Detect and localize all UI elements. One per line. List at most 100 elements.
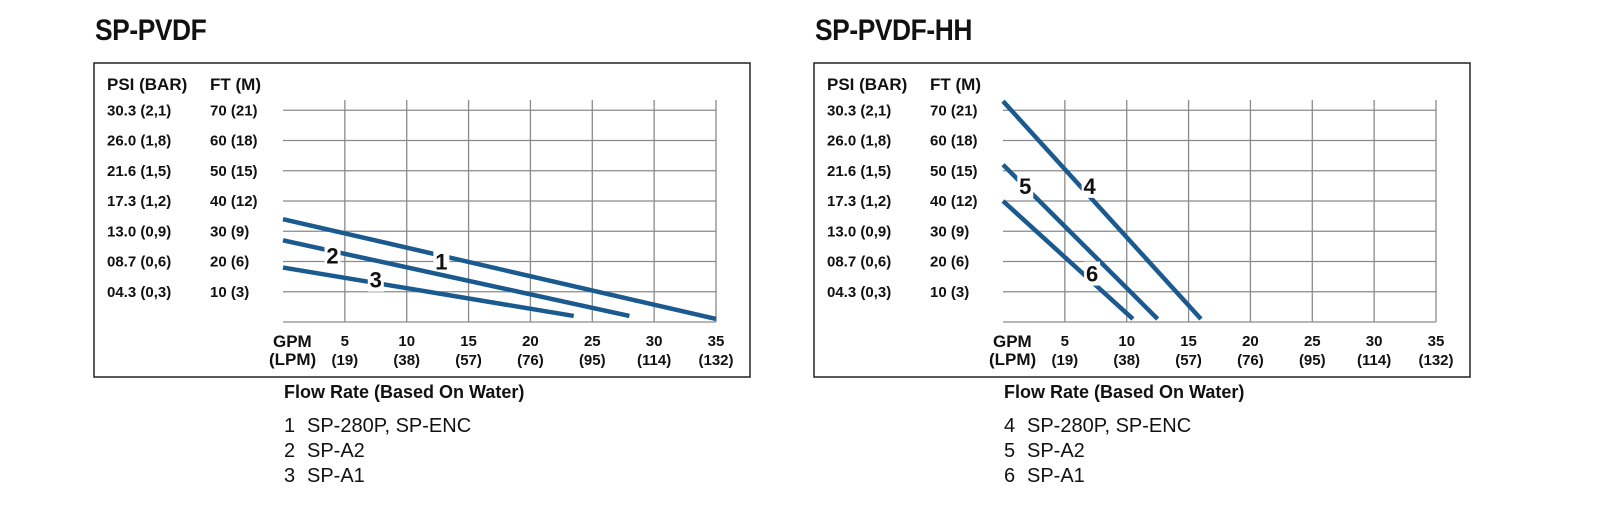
curve-label: 2 [326, 243, 338, 268]
y-axis-header-psi: PSI (BAR) [107, 75, 187, 94]
curve-line-1 [282, 216, 717, 322]
y-tick-label-ft: 60 (18) [210, 133, 258, 150]
curve-line-3 [282, 265, 575, 319]
x-tick-label-lpm: (38) [393, 352, 420, 369]
legend-item: 3 SP-A1 [284, 464, 471, 489]
x-axis-unit-gpm: GPM [993, 332, 1032, 351]
x-tick-label-lpm: (38) [1113, 352, 1140, 369]
legend-number: 3 [284, 465, 296, 487]
y-tick-label-ft: 70 (21) [930, 102, 978, 119]
y-tick-label-ft: 30 (9) [930, 223, 969, 240]
x-tick-label-lpm: (95) [1299, 352, 1326, 369]
y-axis-header-ft: FT (M) [930, 75, 981, 94]
x-tick-label-gpm: 5 [1061, 333, 1069, 350]
y-tick-label-psi: 26.0 (1,8) [107, 133, 171, 150]
x-tick-label-gpm: 5 [341, 333, 349, 350]
y-tick-label-ft: 10 (3) [210, 284, 249, 301]
y-axis-header-psi: PSI (BAR) [827, 75, 907, 94]
legend-number: 6 [1004, 465, 1016, 487]
x-tick-label-gpm: 10 [1118, 333, 1135, 350]
y-tick-label-psi: 13.0 (0,9) [827, 223, 891, 240]
y-tick-label-psi: 17.3 (1,2) [827, 193, 891, 210]
x-axis-unit-gpm: GPM [273, 332, 312, 351]
curve-label-background [1017, 173, 1034, 198]
x-tick-label-lpm: (132) [698, 352, 733, 369]
legend-item: 4 SP-280P, SP-ENC [1004, 414, 1191, 439]
y-tick-label-ft: 30 (9) [210, 223, 249, 240]
chart-panel-sp-pvdf-hh: SP-PVDF-HH PSI (BAR) FT (M) 30.3 (2,1) 70 (… [813, 0, 1513, 520]
x-tick-label-lpm: (95) [579, 352, 606, 369]
x-tick-label-gpm: 15 [1180, 333, 1197, 350]
legend: 1 SP-280P, SP-ENC 2 SP-A2 3 SP-A1 [284, 414, 471, 489]
curve-label: 4 [1083, 174, 1096, 199]
y-tick-label-ft: 70 (21) [210, 102, 258, 119]
curve-label-background [1081, 173, 1098, 198]
x-tick-label-gpm: 25 [584, 333, 601, 350]
legend-item: 5 SP-A2 [1004, 439, 1191, 464]
y-tick-label-ft: 20 (6) [210, 254, 249, 271]
x-tick-label-gpm: 15 [460, 333, 477, 350]
y-tick-label-ft: 20 (6) [930, 254, 969, 271]
curve-label: 3 [370, 268, 382, 293]
legend-item: 2 SP-A2 [284, 439, 471, 464]
x-tick-label-lpm: (114) [1357, 352, 1391, 369]
x-tick-label-gpm: 25 [1304, 333, 1321, 350]
y-tick-label-psi: 17.3 (1,2) [107, 193, 171, 210]
curve-label-background [433, 249, 450, 274]
chart-title: SP-PVDF [95, 14, 207, 47]
x-tick-label-lpm: (19) [1052, 352, 1079, 369]
y-tick-label-psi: 04.3 (0,3) [107, 284, 171, 301]
y-tick-label-psi: 08.7 (0,6) [107, 254, 171, 271]
y-tick-label-psi: 21.6 (1,5) [107, 163, 171, 180]
legend-models: SP-A2 [1027, 440, 1085, 462]
x-tick-label-gpm: 35 [708, 333, 725, 350]
x-tick-label-gpm: 20 [522, 333, 539, 350]
curve-line-6 [1001, 199, 1135, 321]
y-tick-label-psi: 30.3 (2,1) [827, 102, 891, 119]
y-tick-label-psi: 08.7 (0,6) [827, 254, 891, 271]
y-tick-label-ft: 40 (12) [930, 193, 978, 210]
y-tick-label-ft: 50 (15) [930, 163, 978, 180]
legend-models: SP-A1 [1027, 465, 1085, 487]
y-tick-label-psi: 13.0 (0,9) [107, 223, 171, 240]
x-tick-label-gpm: 20 [1242, 333, 1259, 350]
legend-number: 5 [1004, 440, 1016, 462]
chart-frame [813, 62, 1471, 378]
x-tick-label-lpm: (76) [1237, 352, 1264, 369]
x-tick-label-lpm: (114) [637, 352, 671, 369]
y-tick-label-psi: 21.6 (1,5) [827, 163, 891, 180]
legend-models: SP-280P, SP-ENC [1027, 415, 1192, 437]
x-tick-label-lpm: (57) [1175, 352, 1202, 369]
y-tick-label-ft: 50 (15) [210, 163, 258, 180]
chart-frame [93, 62, 751, 378]
pump-curve-chart-sp-pvdf: PSI (BAR) FT (M) 30.3 (2,1) 70 (21) 26.0 (1,… [93, 62, 751, 378]
legend-number: 4 [1004, 415, 1016, 437]
legend-item: 1 SP-280P, SP-ENC [284, 414, 471, 439]
legend-models: SP-A1 [307, 465, 365, 487]
y-tick-label-ft: 10 (3) [930, 284, 969, 301]
x-tick-label-lpm: (19) [332, 352, 359, 369]
curve-line-2 [282, 238, 630, 319]
x-tick-label-lpm: (57) [455, 352, 482, 369]
x-axis-unit-lpm: (LPM) [269, 350, 316, 369]
x-tick-label-gpm: 30 [1366, 333, 1383, 350]
x-axis-title: Flow Rate (Based On Water) [284, 382, 525, 402]
y-tick-label-psi: 04.3 (0,3) [827, 284, 891, 301]
curve-label: 5 [1019, 174, 1031, 199]
y-axis-header-ft: FT (M) [210, 75, 261, 94]
legend: 4 SP-280P, SP-ENC 5 SP-A2 6 SP-A1 [1004, 414, 1191, 489]
x-axis-unit-lpm: (LPM) [989, 350, 1036, 369]
curve-label-background [1084, 261, 1101, 286]
curve-label: 1 [435, 250, 447, 275]
x-tick-label-lpm: (76) [517, 352, 544, 369]
x-tick-label-lpm: (132) [1418, 352, 1453, 369]
curve-label-background [367, 267, 384, 292]
curve-line-4 [1001, 99, 1203, 321]
legend-number: 2 [284, 440, 296, 462]
x-tick-label-gpm: 30 [646, 333, 663, 350]
y-tick-label-psi: 30.3 (2,1) [107, 102, 171, 119]
x-tick-label-gpm: 10 [398, 333, 415, 350]
y-tick-label-ft: 60 (18) [930, 133, 978, 150]
legend-item: 6 SP-A1 [1004, 464, 1191, 489]
x-tick-label-gpm: 35 [1428, 333, 1445, 350]
